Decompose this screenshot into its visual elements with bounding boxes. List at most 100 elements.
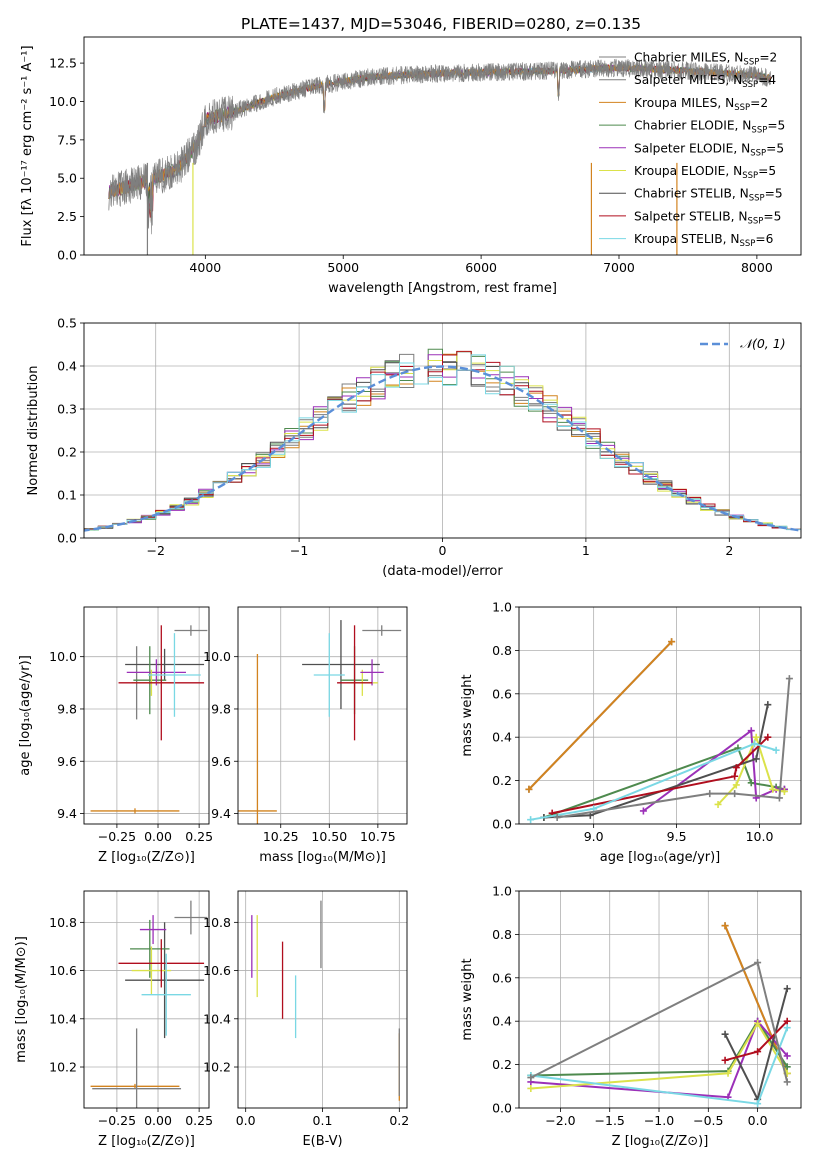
weight_vs_age-marker	[769, 785, 777, 793]
residuals-xtick-label: −2	[146, 543, 164, 558]
mass_vs_Z-xtick-label: 0.25	[185, 1113, 213, 1128]
mass_vs_Z-ytick-label: 10.2	[49, 1060, 77, 1075]
weight_vs_Z-marker	[783, 1017, 791, 1025]
mass_vs_ebv-xtick-label: 0.0	[236, 1113, 256, 1128]
age_vs_mass-ytick-label: 10.0	[203, 649, 231, 664]
legend-entry: Kroupa STELIB, NSSP=6	[634, 232, 773, 249]
spectrum-ytick-label: 7.5	[57, 132, 77, 147]
weight_vs_Z-series-5	[530, 1021, 789, 1090]
weight_vs_Z-ylabel: mass weight	[460, 958, 475, 1040]
legend-nssp-sub: SSP	[751, 126, 767, 136]
weight_vs_Z-frame	[518, 890, 802, 1109]
residuals-frame	[83, 322, 802, 539]
mass_vs_ebv-xtick-label: 0.1	[313, 1113, 333, 1128]
normal-reference-curve	[84, 365, 801, 532]
legend-nssp-value: =5	[758, 164, 776, 178]
age_vs_Z-ytick-label: 10.0	[49, 649, 77, 664]
residuals-ytick-label: 0.3	[57, 402, 77, 417]
legend-nssp-sub: SSP	[747, 216, 763, 226]
legend-nssp-value: =5	[763, 209, 781, 223]
weight_vs_age-frame	[518, 606, 802, 825]
weight_vs_Z-marker	[724, 1069, 732, 1077]
residuals-axes: −2 −1 0 1 2 0.0 0.1 0.2 0.3 0.4 0.5 𝒩(0, 1) (data-mo…	[26, 316, 802, 579]
spectrum-plot	[108, 58, 772, 255]
age_vs_mass-plot	[238, 607, 407, 824]
legend-model-name: Kroupa STELIB, N	[634, 232, 740, 246]
mass_vs_Z-xlabel: Z [log₁₀(Z/Z⊙)]	[98, 1134, 195, 1149]
weight_vs_Z-series-4	[530, 1019, 788, 1099]
mass_vs_ebv-ytick-label: 10.4	[203, 1011, 231, 1026]
weight_vs_age-series-8	[530, 742, 777, 821]
weight_vs_age-plot	[519, 607, 801, 824]
legend-model-name: Chabrier STELIB, N	[634, 187, 749, 201]
legend-entry: Salpeter MILES, NSSP=4	[634, 73, 776, 90]
weight_vs_Z-marker	[754, 1019, 762, 1027]
age_vs_mass-ytick-label: 9.6	[211, 754, 231, 769]
age_vs_mass-ytick-label: 9.4	[211, 806, 231, 821]
weight_vs_age-xtick-label: 10.0	[746, 829, 774, 844]
weight_vs_Z-marker	[527, 1084, 535, 1092]
weight_vs_Z-marker	[754, 1100, 762, 1108]
mass_vs_ebv-xlabel: E(B-V)	[302, 1134, 342, 1149]
legend-entry: 𝒩(0, 1)	[740, 336, 786, 351]
age_vs_mass-xlabel: mass [log₁₀(M/M⊙)]	[259, 850, 386, 865]
weight_vs_age-marker	[668, 638, 676, 646]
weight_vs_age-marker	[747, 727, 755, 735]
weight_vs_age-xlabel: age [log₁₀(age/yr)]	[600, 850, 721, 865]
weight_vs_Z-ytick-label: 0.2	[492, 1057, 512, 1072]
weight_vs_age-marker	[775, 794, 783, 802]
mass_vs_ebv-ytick-label: 10.2	[203, 1060, 231, 1075]
weight_vs_Z-ytick-label: 1.0	[492, 884, 512, 899]
weight_vs_age-ytick-label: 0.0	[492, 817, 512, 832]
weight_vs_age-marker	[751, 740, 759, 748]
legend-nssp-sub: SSP	[740, 239, 756, 249]
weight_vs_age-ytick-label: 0.6	[492, 686, 512, 701]
legend-nssp-value: =2	[750, 96, 768, 110]
weight_vs_Z-xlabel: Z [log₁₀(Z/Z⊙)]	[612, 1134, 709, 1149]
mass_vs_Z-xtick-label: −0.25	[98, 1113, 136, 1128]
weight_vs_age-marker	[764, 733, 772, 741]
age_vs_Z-axes: −0.25 0.00 0.25 9.4 9.6 9.8 10.0 Z [log₁₀(Z/Z⊙)…	[18, 606, 213, 865]
weight_vs_Z-plot	[519, 891, 801, 1108]
spectrum-xtick-label: 6000	[465, 260, 497, 275]
mass_vs_ebv-xtick-label: 0.2	[389, 1113, 409, 1128]
weight_vs_Z-ytick-label: 0.8	[492, 927, 512, 942]
weight_vs_Z-marker	[754, 1048, 762, 1056]
residuals-xtick-label: −1	[290, 543, 308, 558]
weight_vs_age-marker	[527, 816, 535, 824]
legend-model-name: Salpeter MILES, N	[634, 73, 742, 87]
weight_vs_age-marker	[732, 781, 740, 789]
mass_vs_Z-axes: −0.25 0.00 0.25 10.2 10.4 10.6 10.8 Z [log₁₀(Z/…	[14, 890, 213, 1149]
spectrum-ytick-label: 5.0	[57, 171, 77, 186]
weight_vs_age-ytick-label: 0.8	[492, 643, 512, 658]
spectrum-ytick-label: 10.0	[49, 94, 77, 109]
legend-entry: Kroupa MILES, NSSP=2	[634, 96, 768, 113]
weight_vs_Z-ytick-label: 0.0	[492, 1101, 512, 1116]
weight_vs_Z-marker	[754, 959, 762, 967]
residuals-ytick-label: 0.2	[57, 445, 77, 460]
legend-entry: Salpeter ELODIE, NSSP=5	[634, 141, 784, 158]
legend-nssp-value: =4	[758, 73, 776, 87]
legend-nssp-value: =5	[765, 187, 783, 201]
mass_vs_Z-frame	[83, 890, 210, 1109]
spectrum-axes: 4000 5000 6000 7000 8000 0.0 2.5 5.0 7.5 10.0 12.5…	[20, 36, 802, 296]
legend-nssp-value: =6	[755, 232, 773, 246]
weight_vs_age-series-2	[528, 641, 673, 790]
residuals-ylabel: Normed distribution	[26, 366, 41, 496]
weight_vs_age-ytick-label: 0.2	[492, 773, 512, 788]
weight_vs_Z-marker	[783, 1063, 791, 1071]
spectrum-ytick-label: 2.5	[57, 209, 77, 224]
weight_vs_age-marker	[731, 790, 739, 798]
spectrum-ytick-label: 0.0	[57, 248, 77, 263]
residuals-ytick-label: 0.0	[57, 531, 77, 546]
weight_vs_age-marker	[780, 787, 788, 795]
residuals-ytick-label: 0.1	[57, 488, 77, 503]
spectrum-xtick-label: 8000	[741, 260, 773, 275]
spectrum-frame	[83, 36, 802, 256]
weight_vs_age-marker	[747, 779, 755, 787]
age_vs_Z-xtick-label: 0.25	[185, 829, 213, 844]
weight_vs_Z-marker	[783, 1052, 791, 1060]
weight_vs_age-marker	[639, 807, 647, 815]
spectrum-xtick-label: 5000	[327, 260, 359, 275]
